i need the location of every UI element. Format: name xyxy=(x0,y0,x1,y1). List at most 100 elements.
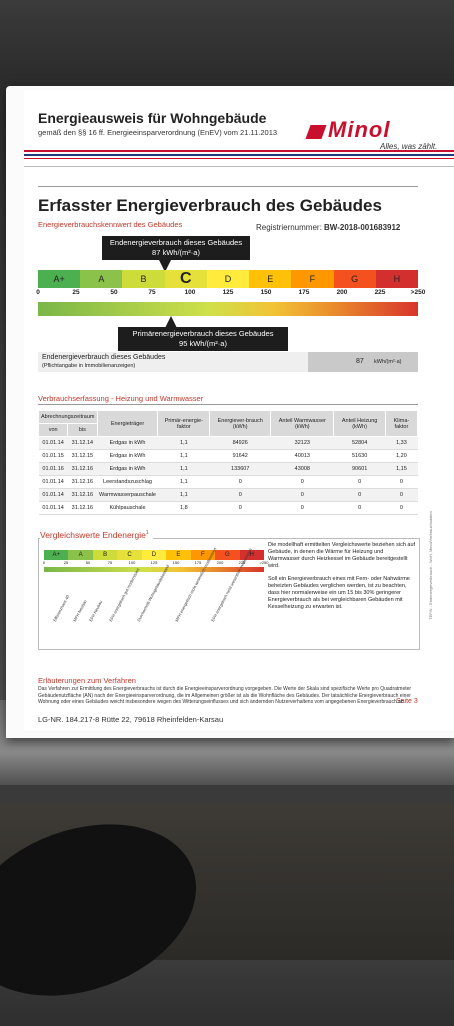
comparison-class-aplus: A+ xyxy=(44,550,69,560)
consumption-title: Verbrauchserfassung - Heizung und Warmwa… xyxy=(38,394,204,403)
table-cell-bis: 31.12.15 xyxy=(67,449,98,463)
table-cell-traeger: Erdgas in kWh xyxy=(97,436,158,450)
energy-tick: 150 xyxy=(260,289,272,296)
footer-text: LG-NR. 184.217-8 Rütte 22, 79618 Rheinfe… xyxy=(38,715,224,724)
table-cell-ww: 0 xyxy=(270,488,334,502)
header-heizung: Anteil Heizung (kWh) xyxy=(333,410,386,437)
table-cell-verbrauch: 84926 xyxy=(209,436,271,450)
table-row: 01.01.16 31.12.16 Erdgas in kWh 1,1 133607 43… xyxy=(38,462,418,476)
table-cell-hz: 0 xyxy=(333,488,386,502)
comparison-class-d: D xyxy=(141,550,167,560)
header-zeitraum: Abrechnungszeitraum xyxy=(38,410,98,424)
explanation-title: Erläuterungen zum Verfahren xyxy=(38,676,136,685)
table-cell-ww: 32123 xyxy=(270,436,334,450)
table-cell-verbrauch: 0 xyxy=(209,488,271,502)
comparison-text: Die modellhaft ermittelten Vergleichswer… xyxy=(268,542,416,610)
energy-class-b: B xyxy=(122,270,165,288)
comparison-tick: 0 xyxy=(42,560,46,565)
table-cell-bis: 31.12.16 xyxy=(67,475,98,489)
table-cell-hz: 52804 xyxy=(333,436,386,450)
energy-tick: 225 xyxy=(374,289,386,296)
comparison-tick: 225 xyxy=(238,560,246,565)
comparison-tick: 125 xyxy=(150,560,158,565)
table-cell-ww: 0 xyxy=(270,475,334,489)
header-von: von xyxy=(37,423,69,437)
table-cell-klima: 0 xyxy=(385,488,418,502)
table-cell-hz: 51630 xyxy=(333,449,386,463)
primary-energy-pointer-icon xyxy=(165,316,177,328)
summary-label: Endenergieverbrauch dieses Gebäudes xyxy=(42,354,166,361)
energy-class-f: F xyxy=(291,270,334,288)
energy-scale-ticks: 0 25 50 75 100 125 150 175 200 225 >250 xyxy=(36,289,425,299)
consumption-table: Abrechnungszeitraum Energieträger Primär… xyxy=(37,410,419,515)
table-cell-klima: 1,20 xyxy=(385,449,418,463)
table-cell-von: 01.01.16 xyxy=(38,462,68,476)
table-row: 01.01.14 31.12.14 Erdgas in kWh 1,1 84926 321… xyxy=(38,436,418,450)
section-title: Erfasster Energieverbrauch des Gebäudes xyxy=(38,196,382,215)
certificate-page: Energieausweis für Wohngebäude gemäß den… xyxy=(24,90,454,730)
table-cell-faktor: 1,1 xyxy=(157,436,210,450)
comparison-tick: 150 xyxy=(172,560,180,565)
section-divider xyxy=(38,186,418,187)
table-cell-von: 01.01.15 xyxy=(38,449,68,463)
header-traeger: Energieträger xyxy=(96,410,159,437)
energy-class-e: E xyxy=(249,270,292,288)
table-cell-bis: 31.12.16 xyxy=(67,501,98,515)
table-cell-hz: 0 xyxy=(333,501,386,515)
table-cell-traeger: Leerstandszuschlag xyxy=(97,475,158,489)
table-row: 01.01.14 31.12.16 Leerstandszuschlag 1,1 0 0 0… xyxy=(38,475,418,489)
end-energy-callout: Endenergieverbrauch dieses Gebäudes 87 k… xyxy=(102,236,250,260)
table-cell-bis: 31.12.16 xyxy=(67,462,98,476)
red-stripe-thin xyxy=(24,158,454,159)
table-cell-hz: 0 xyxy=(333,475,386,489)
comparison-tick: 75 xyxy=(107,560,113,565)
table-cell-faktor: 1,8 xyxy=(157,501,210,515)
comparison-class-scale: A+ A B C D E F G H xyxy=(44,550,264,560)
header-bis: bis xyxy=(67,423,98,437)
table-cell-verbrauch: 0 xyxy=(209,501,271,515)
page-number: Seite 3 xyxy=(396,698,418,705)
document-title: Energieausweis für Wohngebäude xyxy=(38,110,267,126)
comparison-class-a: A xyxy=(68,550,93,560)
table-cell-klima: 1,33 xyxy=(385,436,418,450)
comparison-tick: 175 xyxy=(194,560,202,565)
primary-energy-callout: Primärenergieverbrauch dieses Gebäudes 9… xyxy=(118,327,288,351)
energy-tick: 25 xyxy=(72,289,80,296)
table-cell-hz: 90601 xyxy=(333,462,386,476)
energy-class-d: D xyxy=(206,270,250,288)
table-row: 01.01.14 31.12.16 Kühlpauschale 1,8 0 0 0 0 xyxy=(38,501,418,515)
table-row: 01.01.14 31.12.16 Warmwasserpauschale 1,1 0 0… xyxy=(38,488,418,502)
summary-sublabel: (Pflichtangabe in Immobilienanzeigen) xyxy=(42,363,136,369)
comparison-class-e: E xyxy=(166,550,191,560)
table-cell-ww: 43008 xyxy=(270,462,334,476)
table-cell-bis: 31.12.14 xyxy=(67,436,98,450)
energy-tick: 200 xyxy=(336,289,348,296)
header-verbrauch: Energiever-brauch (kWh) xyxy=(209,410,272,437)
table-cell-klima: 1,15 xyxy=(385,462,418,476)
header-klima: Klima-faktor xyxy=(384,410,419,437)
table-edge xyxy=(0,785,454,803)
consumption-divider xyxy=(38,404,418,405)
table-cell-traeger: Erdgas in kWh xyxy=(97,449,158,463)
table-cell-verbrauch: 133607 xyxy=(209,462,271,476)
summary-box: Endenergieverbrauch dieses Gebäudes (Pfl… xyxy=(38,352,418,372)
comparison-tick: 100 xyxy=(128,560,136,565)
document-subtitle: gemäß den §§ 16 ff. Energieeinsparverord… xyxy=(38,128,278,137)
comparison-class-f: F xyxy=(190,550,216,560)
comparison-title: Vergleichswerte Endenergie1 xyxy=(40,530,153,540)
header-warmwasser: Anteil Warmwasser (kWh) xyxy=(270,410,335,437)
comparison-gradient-bar xyxy=(44,567,264,572)
comparison-tick: 200 xyxy=(216,560,224,565)
kennwert-label: Energieverbrauchskennwert des Gebäudes xyxy=(38,220,183,229)
comparison-box xyxy=(38,538,420,650)
comparison-class-h: H xyxy=(239,550,264,560)
energy-tick: 0 xyxy=(36,289,40,296)
logo-mark-icon xyxy=(305,125,327,139)
end-energy-pointer-icon xyxy=(159,260,171,272)
energy-tick: 175 xyxy=(298,289,310,296)
table-cell-von: 01.01.14 xyxy=(38,436,68,450)
energy-class-h: H xyxy=(375,270,418,288)
table-cell-verbrauch: 91642 xyxy=(209,449,271,463)
header-primaer: Primär-energie-faktor xyxy=(157,410,211,437)
slogan: Alles, was zählt. xyxy=(380,142,438,151)
